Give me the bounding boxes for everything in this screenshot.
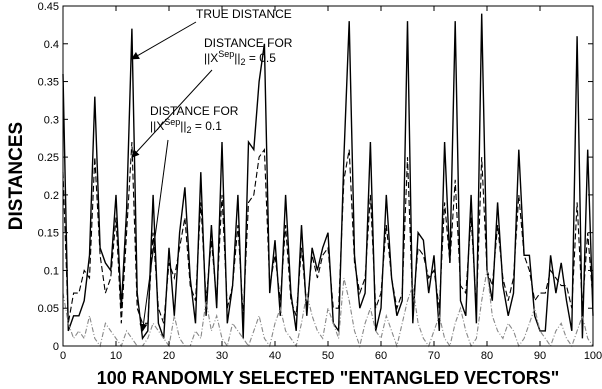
annotation-1-arrow [131,21,197,60]
annotation-2-line-1: DISTANCE FOR [204,36,293,50]
y-tick-label: 0.4 [44,39,59,51]
x-axis-title: 100 RANDOMLY SELECTED "ENTANGLED VECTORS… [97,368,559,388]
series-line-3 [62,270,594,348]
y-tick-label: 0.2 [44,190,59,202]
x-tick-label: 60 [375,350,387,362]
annotation-3-line-2: ||XSep||2 = 0.1 [150,117,222,135]
y-tick-label: 0.05 [38,303,59,315]
annotation-3-line-1: DISTANCE FOR [150,104,239,118]
x-tick-label: 30 [216,350,228,362]
y-tick-label: 0.15 [38,228,59,240]
annotation-3-arrow [139,139,169,332]
annotation-2-line-2: ||XSep||2 = 0.5 [204,49,276,67]
y-axis-title: DISTANCES [6,122,27,230]
x-tick-label: 100 [584,350,602,362]
x-tick-label: 50 [322,350,334,362]
y-tick-label: 0.3 [44,114,59,126]
x-tick-label: 20 [163,350,175,362]
annotation-2-arrow [131,69,213,158]
x-axis-ticks: 0 10 20 30 40 50 60 70 80 90 100 [60,6,602,362]
x-tick-label: 0 [60,350,66,362]
y-tick-label: 0 [53,341,59,353]
series-layer [62,13,594,348]
x-tick-label: 70 [428,350,440,362]
y-axis-ticks: 0 0.05 0.1 0.15 0.2 0.25 0.3 0.35 0.4 0.45 [38,1,593,353]
x-tick-label: 40 [269,350,281,362]
y-tick-label: 0.35 [38,77,59,89]
x-tick-label: 90 [534,350,546,362]
y-tick-label: 0.25 [38,152,59,164]
series-line-1 [62,13,594,341]
y-tick-label: 0.45 [38,1,59,13]
x-tick-label: 10 [110,350,122,362]
annotation-1-line-1: TRUE DISTANCE [196,7,292,21]
x-tick-label: 80 [481,350,493,362]
y-tick-label: 0.1 [44,265,59,277]
